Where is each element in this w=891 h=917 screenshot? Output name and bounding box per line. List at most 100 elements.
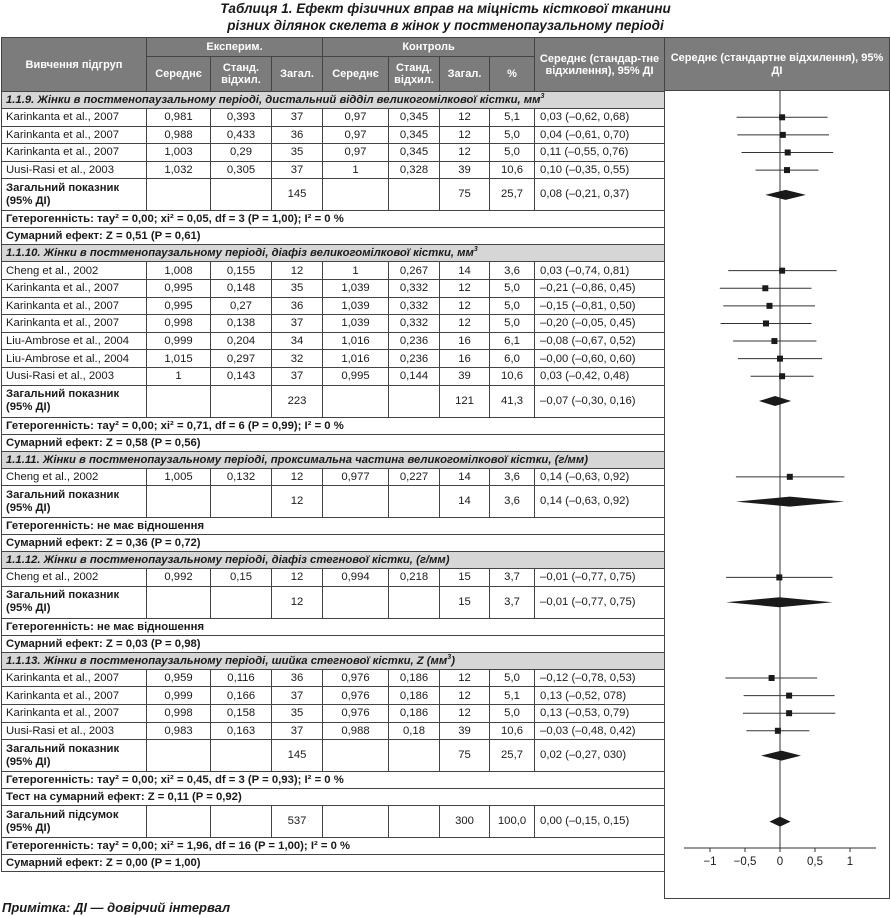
cell-cm: 1 <box>322 261 390 280</box>
cell-csd: 0,332 <box>388 278 441 298</box>
cell-ci: 0,10 (–0,35, 0,55) <box>534 160 666 180</box>
point-estimate <box>779 267 786 274</box>
section-heading: 1.1.13. Жінки в постменопаузальному пері… <box>0 651 666 670</box>
subtotal-row: Загальний показник (95% ДІ) 12 14 3,6 0,14 (… <box>1 485 666 519</box>
cell-en: 12 <box>270 585 324 619</box>
cell-ci: 0,14 (–0,63, 0,92) <box>534 485 666 519</box>
cell-cn: 14 <box>439 467 491 487</box>
cell-cn: 75 <box>439 739 491 773</box>
cell-em: 0,988 <box>146 125 211 145</box>
cell-cn: 39 <box>439 366 491 386</box>
cell-en: 12 <box>270 485 324 519</box>
cell-cn: 16 <box>439 349 491 368</box>
cell-esd: 0,158 <box>210 703 272 723</box>
point-estimate <box>777 355 783 362</box>
cell-en: 32 <box>270 349 324 368</box>
cell-esd: 0,148 <box>210 278 272 298</box>
cell-ci: 0,03 (–0,42, 0,48) <box>534 366 666 386</box>
study-name: Cheng et al., 2002 <box>1 568 147 587</box>
point-estimate <box>766 302 773 309</box>
study-name: Liu-Ambrose et al., 2004 <box>1 331 147 351</box>
cell-esd: 0,143 <box>210 366 272 386</box>
cell-en: 145 <box>270 178 324 212</box>
cell-empty <box>210 384 272 418</box>
cell-csd: 0,227 <box>388 467 441 487</box>
cell-cm: 1,039 <box>322 278 390 298</box>
cell-pct: 25,7 <box>489 739 536 773</box>
cell-em: 0,999 <box>146 686 211 705</box>
forest-plot-panel <box>664 91 890 899</box>
title-line-1: Таблиця 1. Ефект фізичних вправ на міцні… <box>220 1 671 16</box>
subtotal-row: Загальний показник (95% ДІ) 145 75 25,7 0,02… <box>1 739 666 773</box>
study-name: Liu-Ambrose et al., 2004 <box>1 349 147 368</box>
study-row: Liu-Ambrose et al., 2004 1,015 0,297 32 1,01… <box>1 349 666 368</box>
summary-diamond <box>761 750 801 761</box>
cell-empty <box>146 178 211 212</box>
stat-note-row: Гетерогенність: тау² = 0,00; хі² = 1,96,… <box>0 837 666 856</box>
cell-csd: 0,332 <box>388 314 441 333</box>
cell-csd: 0,345 <box>388 108 441 127</box>
subtotal-row: Загальний показник (95% ДІ) 145 75 25,7 0,08… <box>1 178 666 212</box>
study-name: Karinkanta et al., 2007 <box>1 686 147 705</box>
section-heading: 1.1.10. Жінки в постменопаузальному пері… <box>0 244 666 263</box>
cell-ci: 0,13 (–0,53, 0,79) <box>534 703 666 723</box>
section-heading-text: 1.1.12. Жінки в постменопаузальному пері… <box>6 554 450 567</box>
col-header-exp: Експерим. <box>145 37 324 57</box>
study-row: Uusi-Rasi et al., 2003 1,032 0,305 37 1 0,328… <box>1 160 666 180</box>
cell-ci: 0,03 (–0,74, 0,81) <box>534 261 666 280</box>
stat-note-row: Гетерогенність: не має відношення <box>0 517 666 536</box>
cell-em: 1,015 <box>146 349 211 368</box>
cell-empty <box>388 384 441 418</box>
cell-cm: 0,977 <box>322 467 390 487</box>
cell-pct: 5,1 <box>489 108 536 127</box>
col-header-ctrl-sd: Станд. відхил. <box>388 56 441 92</box>
cell-cn: 12 <box>439 686 491 705</box>
table-title: Таблиця 1. Ефект фізичних вправ на міцні… <box>0 0 891 34</box>
section-heading: 1.1.12. Жінки в постменопаузальному пері… <box>0 551 666 570</box>
cell-esd: 0,29 <box>210 143 272 162</box>
stat-note-row: Гетерогенність: тау² = 0,00; хі² = 0,45,… <box>0 771 666 790</box>
cell-empty <box>388 585 441 619</box>
cell-cm: 0,976 <box>322 703 390 723</box>
cell-en: 37 <box>270 160 324 180</box>
study-row: Karinkanta et al., 2007 0,999 0,166 37 0,976… <box>1 686 666 705</box>
col-header-ctrl-mean: Середнє <box>322 56 390 92</box>
cell-em: 1,005 <box>146 467 211 487</box>
x-tick-label: −1 <box>703 856 716 868</box>
cell-en: 35 <box>270 143 324 162</box>
cell-empty <box>388 178 441 212</box>
cell-pct: 3,6 <box>489 467 536 487</box>
section-heading-text: 1.1.9. Жінки в постменопаузальному періо… <box>6 94 541 106</box>
section-heading-row: 1.1.13. Жінки в постменопаузальному пері… <box>0 651 666 670</box>
cell-em: 0,995 <box>146 278 211 298</box>
cell-em: 0,998 <box>146 703 211 723</box>
stat-note-row: Сумарний ефект: Z = 0,58 (P = 0,56) <box>0 433 666 452</box>
cell-cn: 14 <box>439 485 491 519</box>
x-tick-label: 1 <box>847 856 853 868</box>
stat-note: Гетерогенність: тау² = 0,00; хі² = 0,45,… <box>0 771 666 790</box>
cell-em: 0,981 <box>146 108 211 127</box>
stat-note-row: Гетерогенність: тау² = 0,00; хі² = 0,71,… <box>0 416 666 435</box>
cell-pct: 6,0 <box>489 349 536 368</box>
cell-esd: 0,27 <box>210 296 272 316</box>
cell-pct: 10,6 <box>489 721 536 741</box>
cell-pct: 100,0 <box>489 805 536 839</box>
study-row: Karinkanta et al., 2007 0,981 0,393 37 0,97 0… <box>1 108 666 127</box>
cell-cn: 14 <box>439 261 491 280</box>
section-heading-row: 1.1.11. Жінки в постменопаузальному пері… <box>0 450 666 469</box>
cell-ci: 0,02 (–0,27, 030) <box>534 739 666 773</box>
study-row: Karinkanta et al., 2007 0,998 0,158 35 0,976… <box>1 703 666 723</box>
cell-en: 223 <box>270 384 324 418</box>
cell-esd: 0,163 <box>210 721 272 741</box>
cell-csd: 0,186 <box>388 668 441 688</box>
cell-pct: 6,1 <box>489 331 536 351</box>
cell-cm: 1,039 <box>322 314 390 333</box>
cell-cn: 12 <box>439 143 491 162</box>
cell-pct: 10,6 <box>489 160 536 180</box>
study-row: Uusi-Rasi et al., 2003 0,983 0,163 37 0,988 0… <box>1 721 666 741</box>
cell-en: 34 <box>270 331 324 351</box>
point-estimate <box>779 131 786 138</box>
section-heading-row: 1.1.12. Жінки в постменопаузальному пері… <box>0 551 666 570</box>
cell-cn: 39 <box>439 721 491 741</box>
stat-note-row: Тест на сумарний ефект: Z = 0,11 (P = 0,… <box>0 788 666 807</box>
